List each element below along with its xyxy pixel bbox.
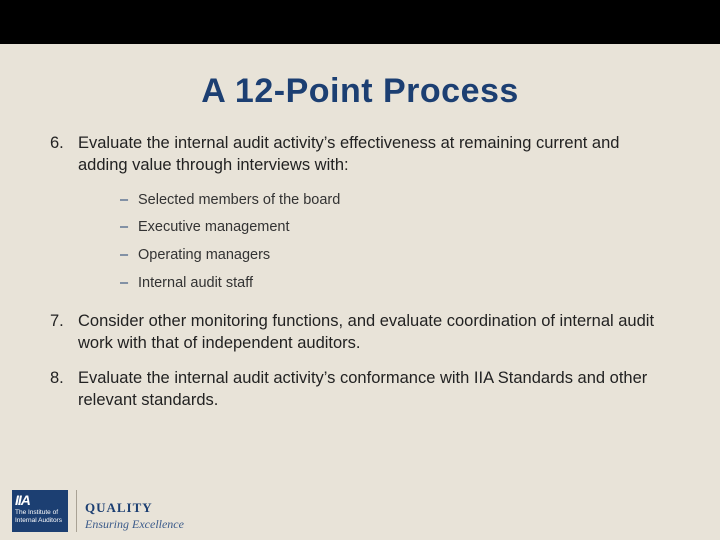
dash-icon: – <box>120 191 138 210</box>
sub-item-text: Internal audit staff <box>138 274 670 293</box>
item-number: 6. <box>50 133 78 177</box>
sub-item: – Executive management <box>120 218 670 237</box>
slide: A 12-Point Process 6. Evaluate the inter… <box>0 0 720 540</box>
dash-icon: – <box>120 274 138 293</box>
sub-item-text: Executive management <box>138 218 670 237</box>
sub-item: – Internal audit staff <box>120 274 670 293</box>
item-number: 7. <box>50 311 78 355</box>
footer: IIA The Institute of Internal Auditors Q… <box>0 480 720 540</box>
item-text: Evaluate the internal audit activity’s c… <box>78 368 670 412</box>
item-text: Consider other monitoring functions, and… <box>78 311 670 355</box>
sub-item-text: Selected members of the board <box>138 191 670 210</box>
item-text: Evaluate the internal audit activity’s e… <box>78 133 670 177</box>
quality-subtitle: Ensuring Excellence <box>85 517 184 532</box>
dash-icon: – <box>120 246 138 265</box>
list-item: 8. Evaluate the internal audit activity’… <box>50 368 670 412</box>
slide-title: A 12-Point Process <box>50 72 670 111</box>
sublist: – Selected members of the board – Execut… <box>120 191 670 293</box>
sub-item: – Selected members of the board <box>120 191 670 210</box>
list-item: 6. Evaluate the internal audit activity’… <box>50 133 670 177</box>
dash-icon: – <box>120 218 138 237</box>
logo-text-2: Internal Auditors <box>15 517 65 524</box>
iia-logo: IIA The Institute of Internal Auditors <box>12 490 68 532</box>
logo-text-1: The Institute of <box>15 509 65 516</box>
item-number: 8. <box>50 368 78 412</box>
footer-divider <box>76 490 77 532</box>
content-area: A 12-Point Process 6. Evaluate the inter… <box>0 44 720 426</box>
logo-mark: IIA <box>15 493 65 508</box>
sub-item: – Operating managers <box>120 246 670 265</box>
quality-title: QUALITY <box>85 500 184 516</box>
list-item: 7. Consider other monitoring functions, … <box>50 311 670 355</box>
sub-item-text: Operating managers <box>138 246 670 265</box>
top-bar <box>0 0 720 44</box>
footer-left: IIA The Institute of Internal Auditors Q… <box>12 490 184 532</box>
quality-block: QUALITY Ensuring Excellence <box>85 500 184 532</box>
